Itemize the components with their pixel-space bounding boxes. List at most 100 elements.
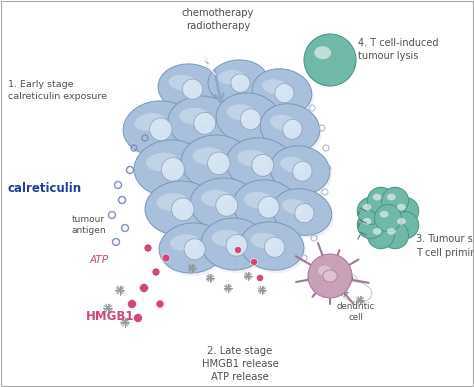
Text: HMGB1: HMGB1 (86, 310, 135, 322)
Circle shape (357, 212, 384, 239)
Ellipse shape (254, 72, 314, 118)
Ellipse shape (145, 181, 215, 235)
Ellipse shape (235, 183, 301, 235)
Ellipse shape (170, 99, 238, 151)
Ellipse shape (161, 226, 227, 276)
Circle shape (304, 34, 356, 86)
Ellipse shape (226, 138, 294, 190)
Ellipse shape (233, 180, 299, 232)
Ellipse shape (272, 149, 332, 197)
Ellipse shape (181, 135, 251, 189)
Polygon shape (198, 50, 216, 75)
Ellipse shape (218, 96, 282, 146)
Ellipse shape (226, 235, 247, 256)
Ellipse shape (216, 194, 237, 216)
Ellipse shape (208, 152, 230, 175)
Circle shape (152, 268, 160, 276)
Text: 4. T cell-induced
tumour lysis: 4. T cell-induced tumour lysis (358, 38, 438, 61)
Ellipse shape (184, 239, 205, 260)
Ellipse shape (322, 271, 358, 293)
Ellipse shape (170, 234, 200, 251)
Ellipse shape (397, 218, 406, 225)
Ellipse shape (387, 194, 396, 200)
Ellipse shape (125, 104, 195, 158)
Ellipse shape (146, 152, 178, 171)
Ellipse shape (314, 46, 331, 59)
Ellipse shape (295, 204, 314, 223)
Ellipse shape (242, 225, 306, 273)
Circle shape (382, 187, 409, 214)
Ellipse shape (262, 107, 322, 155)
Ellipse shape (240, 109, 261, 130)
Ellipse shape (270, 146, 330, 194)
Ellipse shape (194, 112, 216, 134)
Ellipse shape (159, 223, 225, 273)
Ellipse shape (318, 265, 331, 276)
Ellipse shape (136, 143, 208, 199)
Ellipse shape (240, 222, 304, 270)
Ellipse shape (227, 104, 255, 121)
Ellipse shape (212, 230, 242, 247)
Ellipse shape (172, 198, 194, 221)
Text: 2. Late stage
HMGB1 release
ATP release: 2. Late stage HMGB1 release ATP release (201, 346, 278, 382)
Text: 3. Tumour specific
T cell priming: 3. Tumour specific T cell priming (416, 235, 474, 258)
Circle shape (139, 284, 148, 293)
Ellipse shape (156, 193, 188, 211)
Ellipse shape (135, 113, 166, 131)
Circle shape (338, 260, 346, 267)
Ellipse shape (216, 93, 280, 143)
Ellipse shape (168, 96, 236, 148)
Ellipse shape (272, 188, 332, 235)
Text: 1. Early stage
calreticulin exposure: 1. Early stage calreticulin exposure (8, 80, 107, 101)
Text: ATP: ATP (90, 255, 109, 265)
Ellipse shape (275, 84, 294, 103)
Ellipse shape (323, 270, 337, 282)
Ellipse shape (208, 60, 268, 104)
Ellipse shape (134, 140, 206, 196)
Ellipse shape (123, 101, 193, 155)
Circle shape (134, 313, 143, 322)
Ellipse shape (264, 237, 285, 257)
Circle shape (128, 300, 137, 308)
Ellipse shape (387, 228, 396, 235)
Circle shape (156, 300, 164, 308)
Ellipse shape (397, 204, 406, 211)
Ellipse shape (192, 181, 260, 233)
Ellipse shape (158, 64, 222, 112)
Ellipse shape (192, 147, 224, 165)
Ellipse shape (373, 194, 382, 200)
Ellipse shape (363, 204, 372, 211)
Ellipse shape (169, 75, 197, 91)
Ellipse shape (340, 282, 372, 302)
Ellipse shape (210, 63, 270, 107)
Ellipse shape (201, 190, 232, 207)
Circle shape (367, 187, 394, 214)
Ellipse shape (258, 197, 279, 218)
Ellipse shape (373, 228, 382, 235)
Ellipse shape (251, 233, 279, 249)
Ellipse shape (201, 218, 267, 270)
Ellipse shape (183, 138, 253, 192)
Ellipse shape (190, 178, 258, 230)
Circle shape (256, 274, 264, 281)
Ellipse shape (293, 161, 312, 181)
Circle shape (367, 222, 394, 249)
Ellipse shape (283, 119, 302, 139)
Ellipse shape (252, 154, 273, 176)
Circle shape (382, 222, 409, 249)
Text: calreticulin: calreticulin (8, 182, 82, 195)
Text: dendritic
cell: dendritic cell (337, 302, 375, 322)
Circle shape (162, 254, 170, 262)
Ellipse shape (228, 141, 296, 193)
Circle shape (250, 259, 257, 265)
Text: chemotherapy
radiotherapy: chemotherapy radiotherapy (182, 8, 254, 31)
Circle shape (308, 254, 352, 298)
Ellipse shape (147, 184, 217, 238)
Ellipse shape (280, 157, 307, 173)
Ellipse shape (380, 211, 389, 217)
Ellipse shape (218, 70, 245, 84)
Ellipse shape (282, 199, 309, 215)
Ellipse shape (203, 221, 269, 273)
Ellipse shape (182, 79, 203, 99)
Text: tumour
antigen: tumour antigen (72, 215, 107, 235)
